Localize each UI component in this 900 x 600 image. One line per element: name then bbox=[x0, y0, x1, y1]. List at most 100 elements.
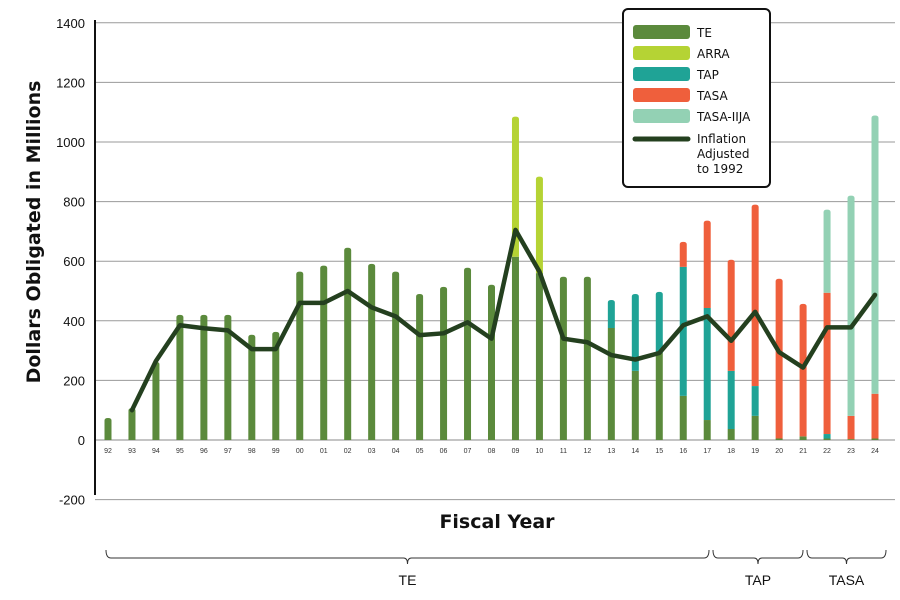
x-tick-label: 07 bbox=[464, 448, 472, 455]
bracket-te bbox=[105, 549, 710, 565]
bar-te-22 bbox=[823, 438, 831, 440]
bar-tap-15 bbox=[655, 291, 663, 353]
bar-arra-09 bbox=[511, 116, 519, 257]
bar-te-14 bbox=[631, 370, 639, 440]
bar-te-21 bbox=[799, 436, 807, 440]
x-tick-label: 21 bbox=[799, 448, 807, 455]
bar-te-97 bbox=[224, 314, 232, 440]
bar-tap-22 bbox=[823, 434, 831, 439]
x-tick-label: 24 bbox=[871, 448, 879, 455]
y-tick-labels: 1400 1200 1000 800 600 400 200 0 -200 bbox=[56, 16, 85, 508]
x-tick-label: 93 bbox=[128, 448, 136, 455]
bracket-tasa bbox=[806, 549, 887, 565]
legend: TE ARRA TAP TASA TASA-IIJA InflationAdjustedt… bbox=[622, 8, 771, 188]
bar-te-09 bbox=[511, 256, 519, 440]
bar-te-07 bbox=[464, 267, 472, 440]
bar-te-08 bbox=[488, 284, 495, 440]
bracket-label-te: TE bbox=[399, 572, 417, 588]
x-tick-label: 03 bbox=[368, 448, 376, 455]
bar-te-00 bbox=[296, 271, 304, 440]
bar-te-92 bbox=[104, 417, 112, 440]
x-tick-label: 09 bbox=[512, 448, 520, 455]
bar-tasa-iija-24 bbox=[871, 115, 879, 394]
bar-te-98 bbox=[248, 334, 256, 440]
legend-label-arra: ARRA bbox=[697, 47, 730, 61]
legend-label-inflation: Adjusted bbox=[697, 147, 750, 161]
bar-te-19 bbox=[751, 415, 759, 440]
inflation-adjusted-line bbox=[129, 227, 878, 413]
legend-swatch-tap bbox=[633, 67, 690, 81]
x-tick-label: 02 bbox=[344, 448, 352, 455]
bar-te-02 bbox=[344, 247, 352, 440]
bar-te-94 bbox=[152, 361, 160, 440]
program-brackets: TE TAP TASA bbox=[105, 549, 887, 588]
bar-tasa-16 bbox=[679, 241, 687, 267]
legend-swatch-te bbox=[633, 25, 690, 39]
x-tick-label: 06 bbox=[440, 448, 448, 455]
y-tick-label: 1200 bbox=[56, 75, 85, 90]
x-tick-label: 96 bbox=[200, 448, 208, 455]
bar-tasa-20 bbox=[775, 278, 783, 439]
bar-tap-17 bbox=[703, 307, 711, 421]
x-tick-label: 94 bbox=[152, 448, 160, 455]
bar-tasa-18 bbox=[727, 259, 735, 371]
bar-te-95 bbox=[176, 314, 184, 440]
bar-tap-16 bbox=[679, 266, 687, 396]
y-tick-label: -200 bbox=[59, 493, 85, 508]
x-tick-label: 23 bbox=[847, 448, 855, 455]
bar-tasa-17 bbox=[703, 220, 711, 308]
bar-tap-18 bbox=[727, 370, 735, 429]
bar-tap-14 bbox=[631, 293, 639, 371]
x-tick-label: 15 bbox=[655, 448, 663, 455]
x-tick-label: 11 bbox=[560, 448, 567, 455]
y-tick-label: 800 bbox=[63, 195, 85, 210]
x-tick-label: 19 bbox=[751, 448, 759, 455]
y-tick-label: 1400 bbox=[56, 16, 85, 31]
x-tick-label: 01 bbox=[320, 448, 328, 455]
inflation-line bbox=[129, 227, 878, 413]
bar-arra-10 bbox=[535, 176, 543, 274]
x-tick-label: 99 bbox=[272, 448, 280, 455]
x-tick-label: 97 bbox=[224, 448, 232, 455]
y-tick-label: 400 bbox=[63, 314, 85, 329]
y-tick-label: 600 bbox=[63, 254, 85, 269]
legend-label-tasa: TASA bbox=[696, 89, 728, 103]
bar-te-23 bbox=[847, 439, 855, 440]
legend-swatch-tasa bbox=[633, 88, 690, 102]
x-tick-label: 05 bbox=[416, 448, 424, 455]
x-tick-label: 08 bbox=[488, 448, 496, 455]
x-tick-label: 18 bbox=[727, 448, 735, 455]
x-tick-label: 92 bbox=[104, 448, 112, 455]
x-axis-label: Fiscal Year bbox=[439, 511, 555, 533]
y-tick-label: 0 bbox=[78, 433, 85, 448]
legend-label-inflation: Inflation bbox=[697, 132, 746, 146]
legend-label-tasa-iija: TASA-IIJA bbox=[696, 110, 751, 124]
bar-tasa-iija-23 bbox=[847, 195, 855, 416]
y-tick-label: 200 bbox=[63, 373, 85, 388]
bar-te-11 bbox=[559, 276, 567, 440]
bar-tasa-21 bbox=[799, 303, 807, 437]
bar-tasa-19 bbox=[751, 204, 759, 387]
x-tick-label: 04 bbox=[392, 448, 400, 455]
bar-tasa-23 bbox=[847, 415, 855, 440]
bar-te-96 bbox=[200, 314, 208, 440]
x-tick-label: 22 bbox=[823, 448, 831, 455]
bar-te-01 bbox=[320, 265, 328, 440]
bar-te-24 bbox=[871, 438, 879, 440]
bar-te-13 bbox=[607, 327, 615, 440]
bracket-tap bbox=[712, 549, 804, 565]
bar-te-93 bbox=[128, 408, 136, 440]
bar-tasa-iija-22 bbox=[823, 209, 831, 293]
legend-label-te: TE bbox=[696, 26, 712, 40]
bar-te-18 bbox=[727, 428, 735, 440]
y-axis-label: Dollars Obligated in Millions bbox=[23, 81, 45, 384]
x-tick-label: 12 bbox=[583, 448, 591, 455]
x-tick-label: 95 bbox=[176, 448, 184, 455]
bar-te-05 bbox=[416, 293, 424, 440]
x-tick-label: 14 bbox=[631, 448, 639, 455]
y-tick-label: 1000 bbox=[56, 135, 85, 150]
x-tick-label: 10 bbox=[536, 448, 544, 455]
bar-te-03 bbox=[368, 263, 376, 440]
bar-te-20 bbox=[775, 438, 783, 440]
